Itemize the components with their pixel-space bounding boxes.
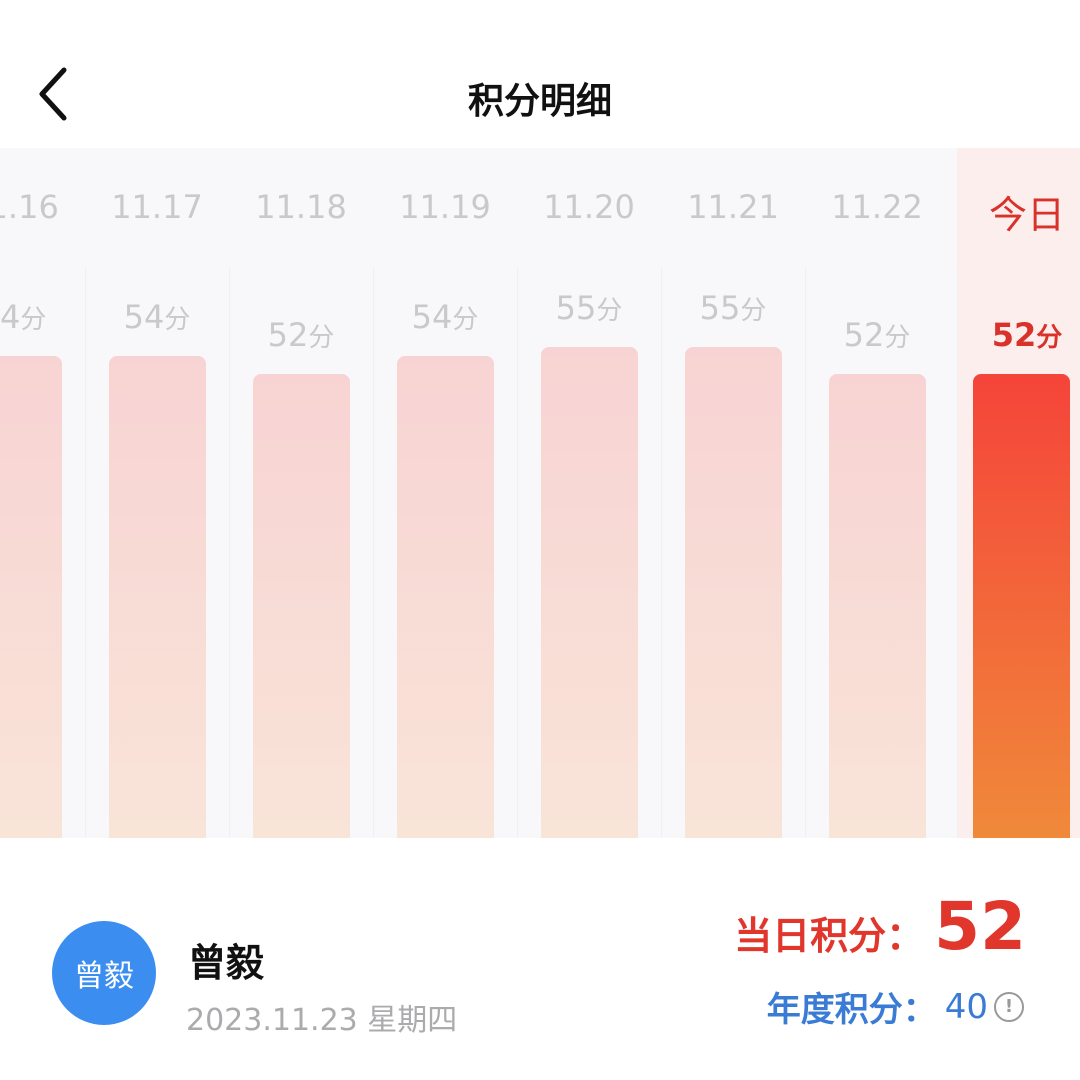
- chevron-left-icon[interactable]: [34, 66, 74, 122]
- divider: [517, 268, 518, 838]
- bar-value-label: 54分: [0, 298, 85, 336]
- divider: [373, 268, 374, 838]
- bar-unit: 分: [884, 322, 911, 353]
- divider: [229, 268, 230, 838]
- bar-date-label: 11.21: [687, 188, 779, 226]
- bar-value: 52: [843, 315, 885, 354]
- bar-value: 55: [555, 288, 597, 327]
- avatar: 曾毅: [52, 921, 156, 1025]
- bar-value: 55: [699, 288, 741, 327]
- bar-column[interactable]: 11.20 55分: [517, 148, 661, 838]
- divider: [805, 268, 806, 838]
- bar: [0, 355, 62, 838]
- bar-column[interactable]: 今日 52分: [957, 148, 1080, 838]
- bar-value-label: 54分: [373, 298, 517, 336]
- bar-date-label: 11.22: [831, 188, 923, 226]
- annual-score: 年度积分： 40 !: [767, 982, 1024, 1031]
- score-bar-chart: 11.1654分11.1754分11.1852分11.1954分11.2055分…: [0, 148, 1080, 838]
- bar-value-label: 54分: [85, 298, 229, 336]
- bar-value-label: 52分: [229, 316, 373, 354]
- page-title: 积分明细: [467, 81, 612, 122]
- bar-date-label: 11.18: [255, 188, 347, 226]
- bar-unit: 分: [740, 295, 767, 326]
- bar-value: 52: [267, 315, 309, 354]
- divider: [661, 268, 662, 838]
- bar: [541, 346, 638, 838]
- bar-value: 54: [123, 297, 165, 336]
- bar: [829, 373, 926, 838]
- bar-value-label: 55分: [661, 289, 805, 327]
- daily-score-label: 当日积分：: [734, 914, 925, 958]
- bar: [253, 373, 350, 838]
- bar-unit: 分: [596, 295, 623, 326]
- daily-score: 当日积分： 52: [734, 888, 1026, 965]
- current-date: 2023.11.23 星期四: [186, 1003, 458, 1038]
- bar-date-label: 今日: [988, 193, 1065, 237]
- bar-value-label: 55分: [517, 289, 661, 327]
- bar-column[interactable]: 11.22 52分: [805, 148, 949, 838]
- annual-score-label: 年度积分：: [766, 990, 937, 1030]
- annual-score-value: 40: [944, 986, 988, 1027]
- bar-unit: 分: [308, 322, 335, 353]
- bar: [109, 355, 206, 838]
- bar-unit: 分: [1036, 322, 1063, 353]
- bar: [685, 346, 782, 838]
- info-circle-icon[interactable]: !: [994, 991, 1024, 1022]
- bar-date-label: 11.16: [0, 188, 59, 226]
- divider: [85, 268, 86, 838]
- bar: [397, 355, 494, 838]
- bar-column[interactable]: 11.17 54分: [85, 148, 229, 838]
- bar-unit: 分: [164, 304, 191, 335]
- bar-value-label: 52分: [805, 316, 949, 354]
- bar-column[interactable]: 11.16 54分: [0, 148, 85, 838]
- daily-score-value: 52: [934, 888, 1026, 965]
- header: 积分明细: [0, 0, 1080, 148]
- bar-value-label: 52分: [957, 316, 1080, 354]
- bar-value: 54: [411, 297, 453, 336]
- bar-column[interactable]: 11.21 55分: [661, 148, 805, 838]
- bar-unit: 分: [20, 304, 47, 335]
- bar-value: 54: [0, 297, 21, 336]
- bar-column[interactable]: 11.19 54分: [373, 148, 517, 838]
- bar-date-label: 11.17: [111, 188, 203, 226]
- user-name: 曾毅: [188, 941, 265, 985]
- divider: [957, 268, 958, 838]
- bar-date-label: 11.20: [543, 188, 635, 226]
- bar-value: 52: [991, 315, 1037, 354]
- bar-column[interactable]: 11.18 52分: [229, 148, 373, 838]
- bar: [973, 373, 1070, 838]
- bar-date-label: 11.19: [399, 188, 491, 226]
- bar-unit: 分: [452, 304, 479, 335]
